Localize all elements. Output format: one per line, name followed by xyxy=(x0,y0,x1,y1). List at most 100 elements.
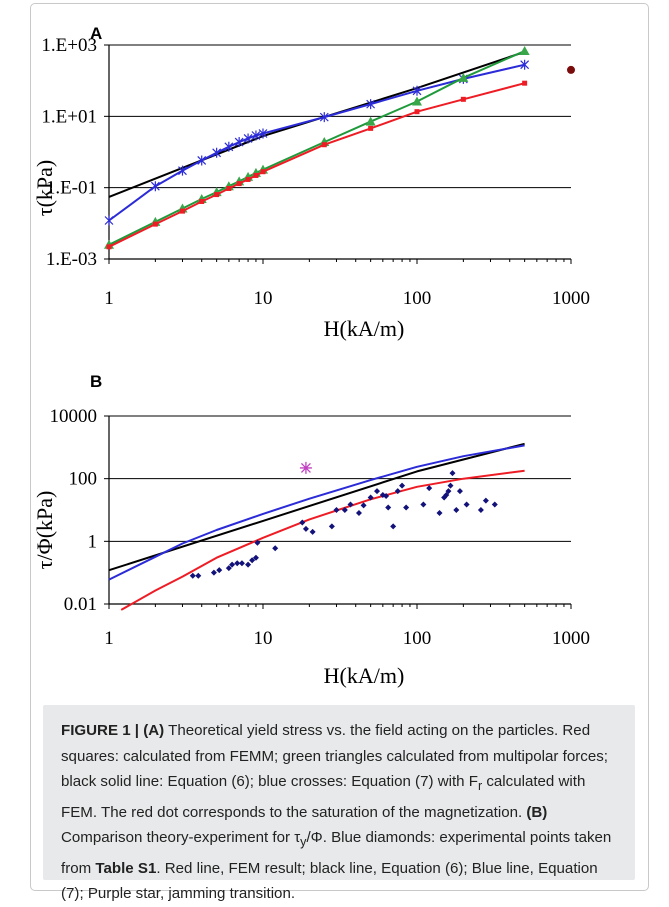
a-green-marker xyxy=(365,116,376,126)
a-blue-marker xyxy=(234,137,244,148)
caption-b-text-3: . Red line, FEM result; black line, Equa… xyxy=(61,859,598,903)
caption-a-text-2: calculated with FEM. The red dot corresp… xyxy=(61,773,586,821)
a-y-tick-label: 1.E-01 xyxy=(46,178,97,199)
panel-a-xlabel: H(kA/m) xyxy=(324,316,405,341)
a-blue-marker xyxy=(104,215,114,226)
b-diamonds-marker xyxy=(394,488,401,495)
a-y-tick-label: 1.E+01 xyxy=(41,106,97,127)
b-diamonds-marker xyxy=(436,510,443,517)
a-red-marker xyxy=(368,125,374,131)
b-diamonds-marker xyxy=(254,539,261,546)
b-red-line xyxy=(120,469,525,611)
b-diamonds-marker xyxy=(403,504,410,511)
panel-b-xlabel: H(kA/m) xyxy=(324,663,405,688)
a-blue-marker xyxy=(319,112,329,123)
b-diamonds-marker xyxy=(328,523,335,530)
a-red-marker xyxy=(199,198,205,204)
b-diamonds-marker xyxy=(333,507,340,513)
b-diamonds-marker xyxy=(491,501,498,508)
figure-caption: FIGURE 1 | (A) Theoretical yield stress … xyxy=(43,705,635,902)
b-diamonds-marker xyxy=(453,507,460,513)
a-green-marker xyxy=(412,96,422,106)
b-diamonds-marker xyxy=(355,510,362,517)
a-red-marker xyxy=(460,96,466,102)
a-blue-marker xyxy=(258,128,268,139)
a-red-marker xyxy=(253,172,259,178)
caption-table-link[interactable]: Table S1 xyxy=(95,859,157,877)
caption-b-text-2: /Φ. Blue diamonds: experimental points t… xyxy=(61,829,612,877)
b-diamonds-marker xyxy=(390,523,397,530)
panel-a-letter: A xyxy=(90,24,102,43)
b-diamonds-marker xyxy=(383,492,390,499)
panel-b-plot: 0.01 1 100 10000 1 10 100 1000 xyxy=(50,406,591,649)
b-diamonds-marker xyxy=(456,488,463,495)
b-y-tick-label: 100 xyxy=(69,469,98,490)
panel-a-plot: 1.E-03 1.E-01 1.E+01 1.E+03 1 10 100 1000 xyxy=(41,35,590,309)
b-diamonds-marker xyxy=(426,485,433,492)
b-diamonds-marker xyxy=(347,501,354,508)
caption-label: FIGURE 1 | xyxy=(61,722,140,739)
a-red-marker xyxy=(522,80,528,86)
b-diamonds-marker xyxy=(449,470,456,477)
caption-b-text-1: Comparison theory-experiment for τ xyxy=(61,829,301,847)
a-blue-marker xyxy=(178,165,187,176)
b-diamonds-marker xyxy=(252,554,259,561)
a-red-marker xyxy=(236,181,242,187)
a-green-marker xyxy=(458,72,469,82)
b-diamonds-marker xyxy=(374,488,381,495)
a-green-marker xyxy=(519,45,530,55)
a-y-tick-label: 1.E-03 xyxy=(46,249,97,270)
a-red-line xyxy=(108,82,525,248)
a-red-marker xyxy=(245,176,251,182)
a-x-tick-label: 1 xyxy=(104,288,114,309)
b-diamonds-marker xyxy=(189,572,196,579)
a-blue-line xyxy=(108,63,525,222)
panel-b-ylabel: τ/Φ(kPa) xyxy=(32,491,57,570)
a-blue-marker xyxy=(197,155,207,166)
b-black-line xyxy=(108,442,525,572)
b-diamonds-marker xyxy=(445,488,452,495)
a-x-tick-label: 1000 xyxy=(552,288,590,309)
b-diamonds-marker xyxy=(360,502,367,509)
b-y-tick-label: 1 xyxy=(88,531,98,552)
figure-charts: A H(kA/m) τ(kPa) 1.E-03 1.E-01 1.E+01 1.E+0… xyxy=(32,24,591,688)
caption-a-marker: (A) xyxy=(143,722,165,739)
a-dark_red_dot-marker xyxy=(567,65,575,74)
b-diamonds-marker xyxy=(443,492,450,499)
a-x-tick-label: 100 xyxy=(403,288,432,309)
a-blue-marker xyxy=(366,99,376,110)
a-blue-marker xyxy=(243,133,253,144)
b-diamonds-marker xyxy=(447,482,454,489)
a-blue-marker xyxy=(412,85,422,96)
b-diamonds-marker xyxy=(299,519,306,526)
a-red-marker xyxy=(321,142,327,148)
b-diamonds-marker xyxy=(249,557,256,564)
caption-b-marker: (B) xyxy=(526,803,548,821)
b-x-tick-label: 1 xyxy=(104,628,114,649)
a-blue-marker xyxy=(224,141,234,152)
b-diamonds-marker xyxy=(216,567,223,574)
b-diamonds-marker xyxy=(463,501,470,508)
a-red-marker xyxy=(260,169,266,175)
b-diamonds-marker xyxy=(482,497,489,504)
b-blue-line xyxy=(108,444,525,581)
a-x-tick-label: 10 xyxy=(254,288,273,309)
a-y-tick-label: 1.E+03 xyxy=(41,35,97,56)
a-red-marker xyxy=(106,244,112,250)
a-red-marker xyxy=(152,221,158,227)
b-x-tick-label: 10 xyxy=(254,628,273,649)
panel-b-letter: B xyxy=(90,372,102,391)
b-x-tick-label: 100 xyxy=(403,628,432,649)
a-blue-marker xyxy=(212,147,222,158)
b-diamonds-marker xyxy=(245,561,252,568)
a-blue-marker xyxy=(150,181,160,192)
a-black-line xyxy=(108,50,525,198)
a-blue-marker xyxy=(520,59,530,70)
b-diamonds-marker xyxy=(309,528,316,535)
caption-a-text-1: Theoretical yield stress vs. the field a… xyxy=(61,722,608,790)
b-diamonds-marker xyxy=(272,545,279,552)
b-y-tick-label: 10000 xyxy=(50,406,98,427)
caption-b-sub: y xyxy=(300,835,307,850)
b-diamonds-marker xyxy=(367,494,374,501)
b-diamonds-marker xyxy=(210,569,217,576)
